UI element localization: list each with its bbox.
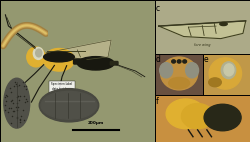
Point: [22, 94, 26, 97]
Point: [20, 81, 24, 83]
Point: [3, 109, 7, 111]
Circle shape: [177, 60, 181, 63]
Polygon shape: [50, 51, 90, 61]
Ellipse shape: [44, 52, 74, 62]
Point: [23, 101, 27, 103]
Ellipse shape: [33, 47, 43, 59]
Point: [5, 95, 9, 98]
Ellipse shape: [220, 22, 227, 26]
Polygon shape: [47, 40, 111, 60]
Point: [12, 85, 16, 87]
Point: [6, 111, 10, 113]
Ellipse shape: [209, 78, 221, 87]
Ellipse shape: [44, 49, 74, 71]
Point: [15, 117, 19, 120]
Ellipse shape: [78, 57, 114, 70]
Point: [8, 107, 12, 109]
Ellipse shape: [160, 63, 173, 78]
Point: [15, 102, 19, 104]
Point: [15, 116, 19, 118]
Point: [9, 91, 13, 93]
Bar: [155, 0, 250, 54]
Point: [22, 119, 26, 121]
Bar: [203, 54, 250, 95]
Point: [18, 95, 22, 97]
Ellipse shape: [169, 78, 190, 89]
Polygon shape: [159, 21, 246, 39]
Point: [8, 86, 12, 89]
Point: [14, 83, 18, 85]
Point: [3, 104, 7, 106]
Bar: [155, 95, 250, 142]
Circle shape: [183, 60, 186, 63]
Point: [22, 85, 26, 87]
Ellipse shape: [182, 104, 214, 129]
Point: [10, 99, 14, 101]
Point: [16, 95, 20, 97]
Ellipse shape: [204, 104, 241, 131]
Point: [3, 96, 7, 99]
Ellipse shape: [41, 91, 97, 119]
Point: [24, 88, 28, 90]
Point: [12, 110, 16, 112]
Text: e: e: [204, 55, 208, 64]
Text: a: a: [1, 4, 6, 12]
FancyBboxPatch shape: [110, 61, 118, 65]
FancyBboxPatch shape: [74, 59, 86, 64]
Point: [14, 81, 18, 83]
Circle shape: [172, 60, 175, 63]
Point: [9, 122, 13, 124]
Text: h: h: [34, 73, 40, 82]
Point: [24, 85, 28, 87]
Ellipse shape: [36, 49, 42, 57]
Ellipse shape: [160, 57, 198, 90]
Bar: [155, 54, 203, 95]
Point: [12, 109, 16, 112]
Point: [18, 119, 22, 122]
Point: [10, 115, 14, 117]
Text: d: d: [156, 55, 161, 64]
Ellipse shape: [186, 63, 198, 78]
Ellipse shape: [224, 64, 234, 76]
Point: [15, 109, 19, 111]
Point: [17, 99, 21, 101]
Point: [25, 100, 29, 103]
Bar: [0, 71, 33, 142]
Ellipse shape: [221, 62, 236, 79]
Point: [15, 85, 19, 87]
Bar: [0, 0, 155, 142]
Point: [14, 106, 18, 108]
Point: [4, 94, 8, 96]
Bar: [0, 0, 50, 71]
Text: 200μm: 200μm: [88, 121, 104, 125]
Point: [24, 98, 28, 100]
Text: fore wing: fore wing: [194, 43, 210, 47]
Text: f: f: [156, 97, 159, 106]
Bar: [33, 71, 105, 142]
Point: [15, 96, 19, 98]
Text: c: c: [156, 4, 160, 12]
Ellipse shape: [209, 58, 242, 89]
Point: [16, 106, 20, 108]
Point: [19, 115, 23, 117]
Ellipse shape: [39, 89, 99, 122]
Text: b: b: [51, 4, 56, 12]
Point: [10, 107, 14, 110]
Ellipse shape: [4, 78, 30, 128]
Text: Specimen label
data text here
for identification: Specimen label data text here for identi…: [51, 82, 73, 96]
Point: [4, 99, 8, 102]
Point: [10, 102, 14, 104]
Ellipse shape: [27, 47, 45, 67]
Point: [18, 84, 21, 86]
Point: [18, 121, 22, 123]
Point: [18, 118, 22, 120]
Point: [21, 108, 25, 111]
Text: g: g: [1, 73, 6, 82]
Point: [9, 99, 13, 102]
Ellipse shape: [166, 99, 205, 129]
